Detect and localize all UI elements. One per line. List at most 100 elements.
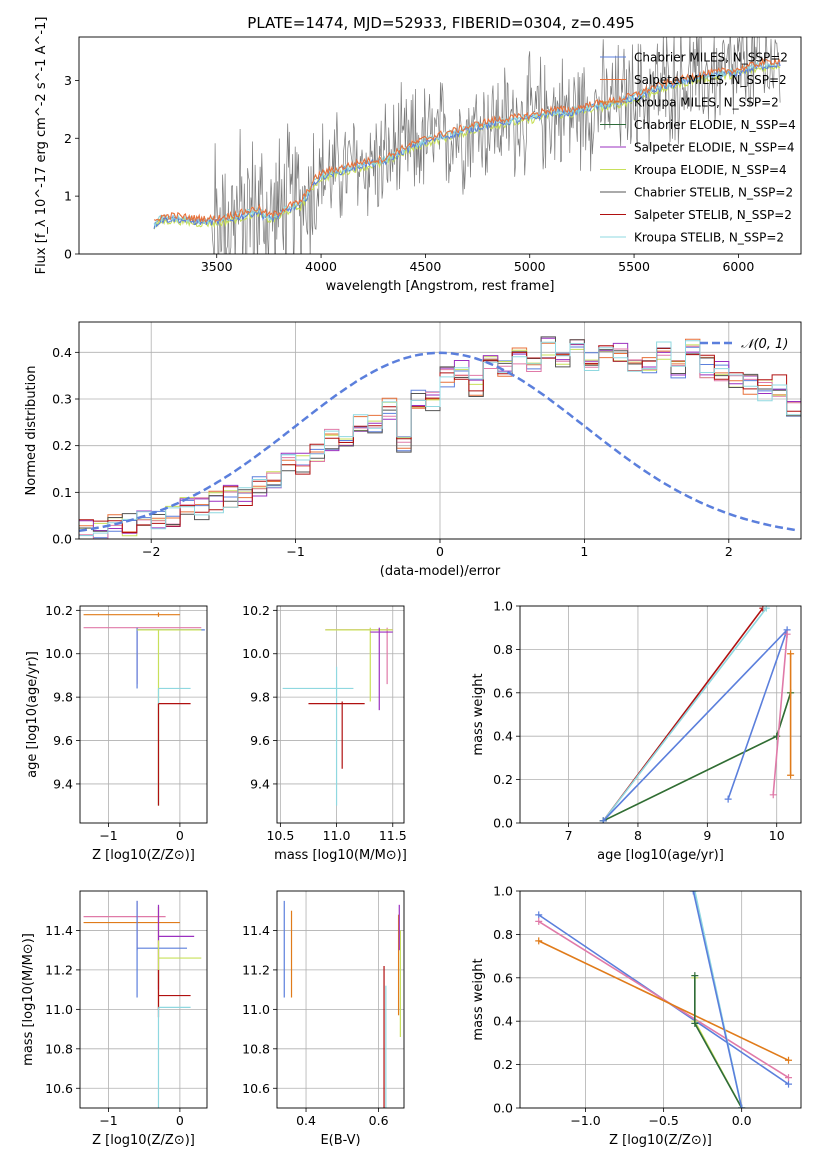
y-tick-label: 0.1 [52,485,72,500]
mass-vs-ebv-panel: 0.4 0.6 10.6 10.8 11.0 11.2 11.4 E(B-V) [242,890,405,1148]
y-tick-label: 0.4 [493,1014,513,1029]
weight-line [694,975,743,1108]
axes-frame [79,605,208,824]
x-tick-label: 10.5 [266,828,294,843]
plot-area [282,627,393,806]
x-tick-label: 3500 [201,259,233,274]
y-tick-label: 1.0 [493,884,513,899]
y-tick-label: 11.4 [45,923,73,938]
axes-frame [276,890,405,1109]
mass-vs-metallicity-panel: −1 0 10.6 10.8 11.0 11.2 11.4 Z [log10(Z/Z⊙)] ma… [21,890,208,1148]
x-axis-label: E(B-V) [320,1133,360,1148]
x-tick-label: 4500 [409,259,441,274]
y-tick-label: 10.6 [242,1081,270,1096]
x-tick-label: −2 [142,544,160,559]
y-tick-label: 3 [64,73,72,88]
y-tick-label: 0.2 [493,772,513,787]
age-vs-mass-panel: 10.5 11.0 11.5 9.4 9.6 9.8 10.0 10.2 mass [log10… [242,603,407,863]
weight-line [538,940,789,1062]
x-tick-label: 0.4 [296,1113,316,1128]
x-tick-label: −1.0 [570,1113,600,1128]
y-axis-label: mass [log10(M/M⊙)] [21,933,36,1066]
x-tick-label: −1 [99,828,117,843]
y-tick-label: 11.2 [242,962,270,977]
y-tick-label: 0.4 [52,345,72,360]
x-axis-label: (data-model)/error [380,564,501,579]
legend-label: Salpeter ELODIE, N_SSP=4 [634,141,795,155]
x-tick-label: 7 [565,828,573,843]
y-tick-label: 11.2 [45,962,73,977]
weight-vs-age-panel: 7 8 9 10 0.0 0.2 0.4 0.6 0.8 1.0 age [log10(age/yr… [471,599,802,863]
model-spectrum-line [153,59,781,229]
y-tick-label: 10.8 [242,1041,270,1056]
x-tick-label: −0.5 [648,1113,678,1128]
x-tick-label: 9 [703,828,711,843]
histogram-step-line [79,340,801,537]
y-tick-label: 10.8 [45,1041,73,1056]
x-tick-label: 11.5 [379,828,407,843]
y-tick-label: 10.2 [242,603,270,618]
weight-marker [691,891,699,895]
legend-label: Chabrier MILES, N_SSP=2 [634,51,788,65]
x-tick-label: 0.0 [732,1113,752,1128]
x-tick-label: 0 [436,544,444,559]
weight-line [602,692,792,822]
legend-label: Kroupa ELODIE, N_SSP=4 [634,163,787,177]
weight-line [692,891,743,1108]
weight-marker [783,630,791,638]
y-axis-label: mass weight [471,673,486,755]
weight-marker [787,771,795,779]
y-tick-label: 9.6 [53,733,73,748]
legend-label: Salpeter MILES, N_SSP=2 [634,73,787,87]
plot-area [535,891,793,1108]
age-vs-metallicity-panel: −1 0 9.4 9.6 9.8 10.0 10.2 Z [log10(Z/Z⊙)] age [… [25,603,208,863]
weight-marker [738,1104,746,1108]
y-tick-label: 9.8 [53,690,73,705]
observed-spectrum-line [153,37,781,254]
y-tick-label: 9.8 [250,690,270,705]
weight-marker [535,917,543,925]
x-axis-label: wavelength [Angstrom, rest frame] [326,279,555,294]
histogram-step-line [79,339,801,539]
weight-marker [691,972,699,980]
weight-marker [724,795,732,803]
y-tick-label: 0.0 [52,532,72,547]
legend-label: Salpeter STELIB, N_SSP=2 [634,208,792,222]
y-tick-label: 0.0 [493,816,513,831]
y-tick-label: 0.2 [493,1057,513,1072]
weight-line [772,634,788,795]
x-tick-label: −1 [99,1113,117,1128]
x-tick-label: 6000 [722,259,754,274]
y-axis-label: Normed distribution [24,366,39,496]
x-axis-label: Z [log10(Z/Z⊙)] [609,1133,712,1148]
weight-marker [785,1074,793,1082]
axes-frame [519,605,802,824]
legend-label: Kroupa STELIB, N_SSP=2 [634,231,784,245]
x-tick-label: 8 [634,828,642,843]
legend: 𝒩(0, 1) [700,337,788,352]
weight-marker [535,937,543,945]
histogram-step-line [79,346,801,539]
x-tick-label: 0.6 [369,1113,389,1128]
y-tick-label: 11.0 [45,1002,73,1017]
legend-label: Chabrier ELODIE, N_SSP=4 [634,118,796,132]
x-axis-label: age [log10(age/yr)] [597,848,724,863]
x-tick-label: 2 [725,544,733,559]
weight-line [538,920,789,1079]
x-tick-label: 1 [580,544,588,559]
weight-marker [535,911,543,919]
model-spectrum-line [153,64,781,230]
x-tick-label: 5500 [618,259,650,274]
histogram-step-line [79,343,801,533]
weight-marker [785,1056,793,1064]
legend-label: Kroupa MILES, N_SSP=2 [634,96,779,110]
x-tick-label: 4000 [305,259,337,274]
axes-frame [276,605,405,824]
y-tick-label: 0.8 [493,927,513,942]
y-tick-label: 0.8 [493,642,513,657]
figure-title: PLATE=1474, MJD=52933, FIBERID=0304, z=0… [247,14,634,32]
y-tick-label: 0.6 [493,970,513,985]
y-tick-label: 0 [64,247,72,262]
plot-area [599,606,795,823]
